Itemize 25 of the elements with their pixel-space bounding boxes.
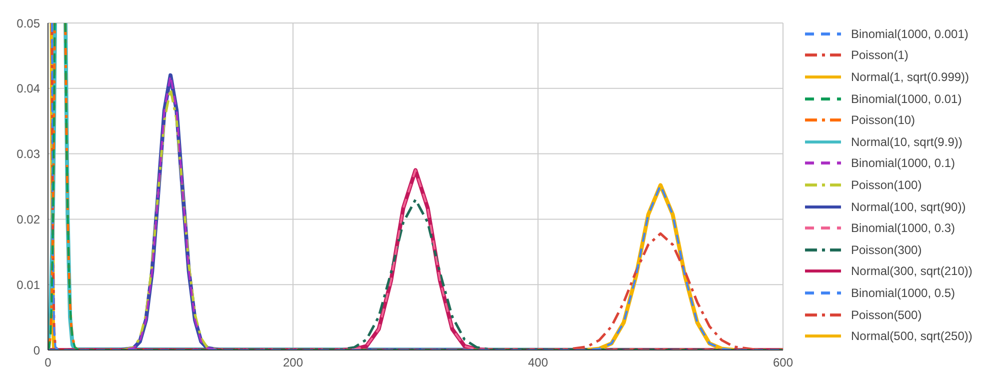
legend-label: Poisson(300) <box>851 242 922 257</box>
legend-label: Normal(1, sqrt(0.999)) <box>851 70 970 84</box>
y-tick-label: 0 <box>33 343 40 358</box>
legend-label: Binomial(1000, 0.3) <box>851 221 956 236</box>
legend-label: Poisson(500) <box>851 308 922 322</box>
x-tick-label: 600 <box>772 356 794 370</box>
legend-label: Normal(100, sqrt(90)) <box>851 200 966 214</box>
legend-label: Normal(10, sqrt(9.9)) <box>851 134 962 149</box>
legend-label: Poisson(100) <box>851 178 922 192</box>
y-tick-label: 0.05 <box>16 16 40 30</box>
x-tick-label: 200 <box>282 356 304 370</box>
legend-label: Binomial(1000, 0.001) <box>851 26 968 41</box>
y-tick-label: 0.02 <box>16 212 40 226</box>
x-tick-label: 400 <box>528 356 548 370</box>
legend-label: Binomial(1000, 0.01) <box>851 92 962 106</box>
x-tick-label: 0 <box>44 356 52 370</box>
y-tick-label: 0.03 <box>16 147 40 162</box>
legend-label: Normal(500, sqrt(250)) <box>851 329 972 344</box>
y-tick-label: 0.04 <box>16 82 40 96</box>
legend-label: Poisson(10) <box>851 113 916 128</box>
y-tick-label: 0.01 <box>16 278 40 292</box>
legend-label: Binomial(1000, 0.5) <box>851 286 956 300</box>
legend-label: Poisson(1) <box>851 48 908 62</box>
legend-label: Normal(300, sqrt(210)) <box>851 264 972 278</box>
legend-label: Binomial(1000, 0.1) <box>851 156 956 170</box>
